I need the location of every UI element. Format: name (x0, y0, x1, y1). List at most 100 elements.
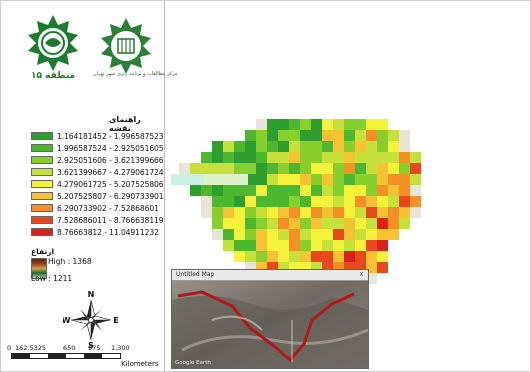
raster-cell (366, 174, 377, 185)
raster-cell (366, 273, 377, 284)
raster-cell (289, 152, 300, 163)
raster-cell (322, 218, 333, 229)
legend-label: 8.76663812 - 11.04911232 (57, 227, 159, 237)
raster-cell (366, 130, 377, 141)
raster-cell (267, 163, 278, 174)
raster-cell (333, 207, 344, 218)
raster-cell (223, 229, 234, 240)
raster-cell (289, 218, 300, 229)
raster-cell (399, 218, 410, 229)
raster-cell (377, 185, 388, 196)
raster-cell (278, 119, 289, 130)
legend-item: 7.528686011 - 8.766638119 (31, 215, 164, 225)
raster-cell (256, 262, 267, 273)
raster-cell (256, 141, 267, 152)
legend-item: 1.164181452 - 1.996587523 (31, 131, 164, 141)
raster-cell (256, 185, 267, 196)
raster-cell (410, 207, 421, 218)
raster-cell (410, 163, 421, 174)
close-icon[interactable]: × (358, 271, 364, 278)
legend-panel: منطقه ۱۵ مرکز مطالعات و برنامه ریزی شهر … (1, 1, 178, 371)
raster-cell (234, 163, 245, 174)
raster-cell (311, 251, 322, 262)
raster-cell (366, 163, 377, 174)
raster-cell (289, 207, 300, 218)
raster-cell (267, 218, 278, 229)
raster-cell (278, 207, 289, 218)
legend-label: 2.925051606 - 3.621399666 (57, 155, 164, 165)
raster-cell (333, 141, 344, 152)
raster-cell (267, 229, 278, 240)
raster-cell (322, 240, 333, 251)
raster-cell (182, 174, 193, 185)
raster-cell (256, 229, 267, 240)
legend-swatch (31, 204, 53, 212)
scale-tick-label: 650 (63, 344, 76, 352)
terrain-photo (172, 270, 368, 368)
raster-cell (388, 174, 399, 185)
raster-cell (245, 174, 256, 185)
raster-cell (234, 152, 245, 163)
raster-cell (278, 185, 289, 196)
raster-cell (201, 163, 212, 174)
raster-cell (300, 152, 311, 163)
raster-cell (377, 119, 388, 130)
legend-label: 1.164181452 - 1.996587523 (57, 131, 164, 141)
raster-cell (322, 262, 333, 273)
raster-cell (410, 196, 421, 207)
raster-cell (190, 185, 201, 196)
raster-cell (245, 207, 256, 218)
raster-cell (344, 196, 355, 207)
raster-cell (366, 141, 377, 152)
raster-cell (377, 218, 388, 229)
raster-cell (245, 240, 256, 251)
raster-cell (171, 174, 182, 185)
raster-cell (388, 130, 399, 141)
raster-cell (289, 229, 300, 240)
raster-cell (333, 262, 344, 273)
raster-cell (245, 262, 256, 273)
raster-cell (333, 196, 344, 207)
legend-item: 5.207525807 - 6.290733901 (31, 191, 164, 201)
raster-cell (256, 174, 267, 185)
raster-cell (278, 218, 289, 229)
legend-swatch (31, 180, 53, 188)
raster-cell (333, 240, 344, 251)
raster-cell (355, 218, 366, 229)
scale-tick-label: 0 (7, 344, 12, 352)
scale-unit-label: Kilometers (121, 360, 159, 368)
raster-cell (245, 196, 256, 207)
raster-cell (278, 251, 289, 262)
raster-cell (223, 141, 234, 152)
raster-cell (355, 229, 366, 240)
inset-title: Untitled Map (176, 271, 215, 278)
raster-cell (278, 262, 289, 273)
raster-cell (388, 152, 399, 163)
raster-cell (355, 174, 366, 185)
raster-cell (223, 185, 234, 196)
raster-cell (256, 152, 267, 163)
raster-cell (234, 240, 245, 251)
legend-swatch (31, 132, 53, 140)
raster-cell (322, 251, 333, 262)
district-logo (23, 13, 83, 81)
raster-cell (300, 240, 311, 251)
raster-cell (245, 251, 256, 262)
compass-east-label: E (113, 316, 118, 325)
raster-cell (344, 119, 355, 130)
raster-cell (399, 163, 410, 174)
raster-cell (289, 163, 300, 174)
raster-cell (377, 174, 388, 185)
raster-cell (267, 174, 278, 185)
raster-cell (366, 218, 377, 229)
raster-cell (267, 240, 278, 251)
raster-cell (355, 141, 366, 152)
raster-cell (256, 163, 267, 174)
elevation-low-label: Low : 1211 (31, 274, 73, 283)
legend-label: 4.279061725 - 5.207525806 (57, 179, 164, 189)
raster-cell (366, 119, 377, 130)
raster-cell (355, 163, 366, 174)
raster-cell (179, 163, 190, 174)
raster-cell (377, 196, 388, 207)
